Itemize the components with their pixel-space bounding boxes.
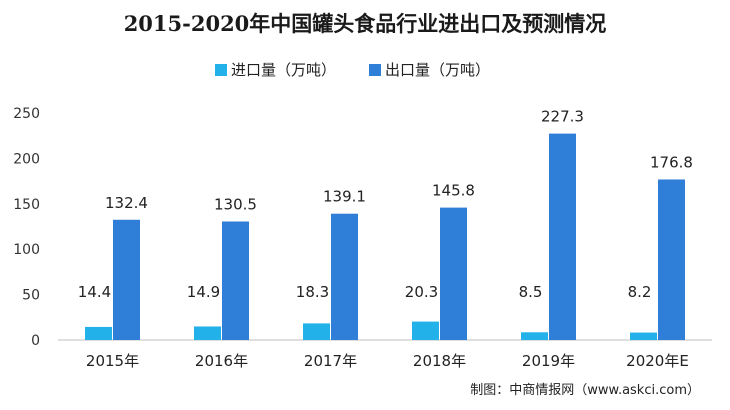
- value-label-import: 8.2: [628, 283, 652, 301]
- legend-label-import: 进口量（万吨）: [231, 61, 336, 79]
- value-label-export: 176.8: [650, 153, 693, 171]
- y-axis-ticks: 0 50 100 150 200 250: [13, 106, 40, 349]
- y-tick-label: 0: [31, 333, 40, 349]
- category-label: 2016年: [195, 352, 248, 370]
- bar-export: [113, 219, 140, 340]
- bar-export: [658, 179, 685, 340]
- chart-title: 2015-2020年中国罐头食品行业进出口及预测情况: [124, 11, 607, 36]
- bar-import: [412, 321, 439, 340]
- category-label: 2020年E: [626, 352, 689, 370]
- category-label: 2018年: [413, 352, 466, 370]
- value-label-import: 18.3: [296, 283, 329, 301]
- value-labels: 14.4 132.4 14.9 130.5 18.3 139.1 20.3 145.8 8.5 2…: [78, 108, 693, 301]
- legend-swatch-export: [369, 64, 381, 76]
- bar-export: [331, 213, 358, 340]
- bar-import: [85, 326, 112, 340]
- bars: [85, 133, 685, 340]
- bar-export: [440, 207, 467, 340]
- value-label-import: 14.4: [78, 283, 111, 301]
- bar-import: [194, 326, 221, 340]
- category-label: 2017年: [304, 352, 357, 370]
- value-label-export: 227.3: [541, 108, 584, 126]
- legend-label-export: 出口量（万吨）: [385, 61, 490, 79]
- bar-import: [630, 332, 657, 340]
- legend: 进口量（万吨） 出口量（万吨）: [215, 61, 490, 79]
- category-labels: 2015年 2016年 2017年 2018年 2019年 2020年E: [86, 352, 689, 370]
- value-label-import: 14.9: [187, 283, 220, 301]
- value-label-import: 8.5: [519, 283, 543, 301]
- value-label-import: 20.3: [405, 283, 438, 301]
- bar-export: [549, 133, 576, 340]
- value-label-export: 130.5: [214, 196, 257, 214]
- bar-import: [521, 332, 548, 340]
- y-tick-label: 150: [13, 197, 40, 213]
- value-label-export: 132.4: [105, 194, 148, 212]
- y-tick-label: 250: [13, 106, 40, 122]
- y-tick-label: 200: [13, 151, 40, 167]
- source-note: 制图：中商情报网（www.askci.com）: [470, 383, 700, 398]
- value-label-export: 145.8: [432, 182, 475, 200]
- y-tick-label: 100: [13, 242, 40, 258]
- legend-swatch-import: [215, 64, 227, 76]
- bar-export: [222, 221, 249, 340]
- y-tick-label: 50: [22, 288, 40, 304]
- value-label-export: 139.1: [323, 188, 366, 206]
- bar-import: [303, 323, 330, 340]
- category-label: 2019年: [522, 352, 575, 370]
- category-label: 2015年: [86, 352, 139, 370]
